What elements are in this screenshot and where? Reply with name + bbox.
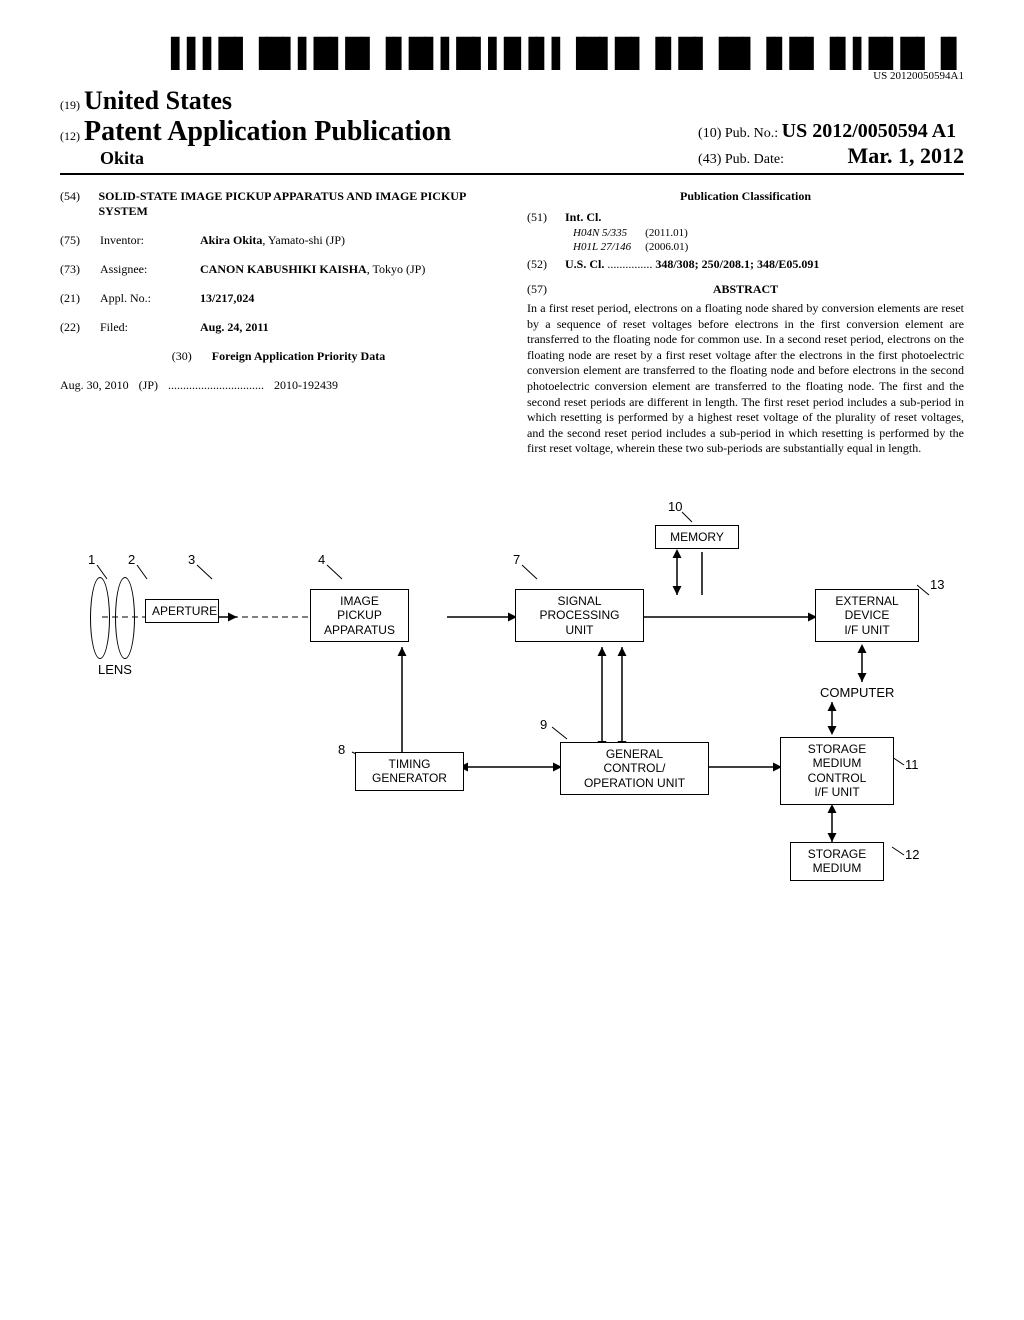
header: (19) United States (12) Patent Applicati… bbox=[60, 86, 964, 175]
inventor-row: (75) Inventor: Akira Okita, Yamato-shi (… bbox=[60, 233, 497, 248]
label-2: 2 bbox=[128, 552, 135, 567]
intcl-cls-0: H04N 5/335 bbox=[567, 227, 637, 239]
assignee-name: CANON KABUSHIKI KAISHA bbox=[200, 262, 367, 276]
aperture-box: APERTURE bbox=[145, 599, 219, 623]
country-prefix: (19) bbox=[60, 98, 80, 112]
assignee-loc: , Tokyo (JP) bbox=[367, 262, 426, 276]
bibliographic-data: (54) SOLID-STATE IMAGE PICKUP APPARATUS … bbox=[60, 189, 964, 457]
applno-row: (21) Appl. No.: 13/217,024 bbox=[60, 291, 497, 306]
pubno-label: Pub. No.: bbox=[725, 126, 778, 141]
ext-box: EXTERNAL DEVICE I/F UNIT bbox=[815, 589, 919, 642]
control-box: GENERAL CONTROL/ OPERATION UNIT bbox=[560, 742, 709, 795]
assignee-label: Assignee: bbox=[100, 262, 190, 277]
priority-num: 2010-192439 bbox=[274, 378, 338, 393]
barcode-graphic: ▌▌▌█▌▐█▌▌█▌█▌▐▌█▌▌█▌▌█▐▌▌▐█▌█▌▐▌█▌▐█▌▐▌█… bbox=[171, 40, 964, 68]
invention-title: SOLID-STATE IMAGE PICKUP APPARATUS AND I… bbox=[99, 189, 498, 219]
priority-heading-row: (30) Foreign Application Priority Data bbox=[60, 349, 497, 364]
memory-box: MEMORY bbox=[655, 525, 739, 549]
applno: 13/217,024 bbox=[200, 291, 254, 305]
label-10: 10 bbox=[668, 499, 682, 514]
title-code: (54) bbox=[60, 189, 89, 219]
computer-label: COMPUTER bbox=[820, 685, 894, 700]
label-7: 7 bbox=[513, 552, 520, 567]
pubdate-prefix: (43) bbox=[698, 152, 721, 167]
pubno-prefix: (10) bbox=[698, 126, 721, 141]
signal-box: SIGNAL PROCESSING UNIT bbox=[515, 589, 644, 642]
inventor-loc: , Yamato-shi (JP) bbox=[262, 233, 345, 247]
left-column: (54) SOLID-STATE IMAGE PICKUP APPARATUS … bbox=[60, 189, 497, 457]
inventor-label: Inventor: bbox=[100, 233, 190, 248]
intcl-date-0: (2011.01) bbox=[639, 227, 694, 239]
applno-code: (21) bbox=[60, 291, 90, 306]
abstract-label: ABSTRACT bbox=[713, 282, 778, 297]
pubdate: Mar. 1, 2012 bbox=[847, 143, 964, 168]
lens-label: LENS bbox=[98, 662, 132, 677]
header-right: (10) Pub. No.: US 2012/0050594 A1 (43) P… bbox=[698, 120, 964, 169]
lens-element-2 bbox=[115, 577, 135, 659]
filed-code: (22) bbox=[60, 320, 90, 335]
abstract-text: In a first reset period, electrons on a … bbox=[527, 301, 964, 457]
uscl-dots: ............... bbox=[607, 257, 652, 271]
intcl-row: (51) Int. Cl. H04N 5/335 (2011.01) H01L … bbox=[527, 210, 964, 255]
priority-dots: ................................ bbox=[168, 378, 264, 393]
label-4: 4 bbox=[318, 552, 325, 567]
country: United States bbox=[84, 86, 232, 115]
pub-type-prefix: (12) bbox=[60, 129, 80, 143]
intcl-row-0: H04N 5/335 (2011.01) bbox=[567, 227, 694, 239]
assignee-code: (73) bbox=[60, 262, 90, 277]
intcl-code: (51) bbox=[527, 210, 557, 255]
priority-data-row: Aug. 30, 2010 (JP) .....................… bbox=[60, 378, 497, 393]
inventor-code: (75) bbox=[60, 233, 90, 248]
filed-label: Filed: bbox=[100, 320, 190, 335]
classification-heading: Publication Classification bbox=[527, 189, 964, 204]
storagectl-box: STORAGE MEDIUM CONTROL I/F UNIT bbox=[780, 737, 894, 805]
assignee-row: (73) Assignee: CANON KABUSHIKI KAISHA, T… bbox=[60, 262, 497, 277]
priority-date: Aug. 30, 2010 bbox=[60, 378, 129, 393]
applicant-name: Okita bbox=[60, 148, 451, 169]
intcl-label: Int. Cl. bbox=[565, 210, 696, 225]
inventor-name: Akira Okita bbox=[200, 233, 262, 247]
uscl-values: 348/308; 250/208.1; 348/E05.091 bbox=[655, 257, 819, 271]
uscl-label: U.S. Cl. bbox=[565, 257, 604, 271]
lens-element-1 bbox=[90, 577, 110, 659]
block-diagram: LENS APERTURE IMAGE PICKUP APPARATUS SIG… bbox=[60, 507, 964, 907]
label-11: 11 bbox=[905, 757, 919, 772]
label-1: 1 bbox=[88, 552, 95, 567]
intcl-table: H04N 5/335 (2011.01) H01L 27/146 (2006.0… bbox=[565, 225, 696, 255]
uscl-row: (52) U.S. Cl. ............... 348/308; 2… bbox=[527, 257, 964, 272]
priority-heading: Foreign Application Priority Data bbox=[212, 349, 385, 364]
title-row: (54) SOLID-STATE IMAGE PICKUP APPARATUS … bbox=[60, 189, 497, 219]
label-13: 13 bbox=[930, 577, 944, 592]
label-8: 8 bbox=[338, 742, 345, 757]
abstract-heading-row: (57) ABSTRACT bbox=[527, 278, 964, 301]
pub-type: Patent Application Publication bbox=[84, 116, 451, 147]
intcl-cls-1: H01L 27/146 bbox=[567, 241, 637, 253]
label-3: 3 bbox=[188, 552, 195, 567]
filed-row: (22) Filed: Aug. 24, 2011 bbox=[60, 320, 497, 335]
intcl-row-1: H01L 27/146 (2006.01) bbox=[567, 241, 694, 253]
abstract-code: (57) bbox=[527, 282, 557, 297]
barcode-number: US 20120050594A1 bbox=[60, 70, 964, 82]
applno-label: Appl. No.: bbox=[100, 291, 190, 306]
barcode-area: ▌▌▌█▌▐█▌▌█▌█▌▐▌█▌▌█▌▌█▐▌▌▐█▌█▌▐▌█▌▐█▌▐▌█… bbox=[60, 40, 964, 82]
pubdate-label: Pub. Date: bbox=[725, 152, 784, 167]
timing-box: TIMING GENERATOR bbox=[355, 752, 464, 791]
filed-date: Aug. 24, 2011 bbox=[200, 320, 269, 334]
header-left: (19) United States (12) Patent Applicati… bbox=[60, 86, 451, 169]
intcl-date-1: (2006.01) bbox=[639, 241, 694, 253]
right-column: Publication Classification (51) Int. Cl.… bbox=[527, 189, 964, 457]
uscl-code: (52) bbox=[527, 257, 557, 272]
pickup-box: IMAGE PICKUP APPARATUS bbox=[310, 589, 409, 642]
pubno: US 2012/0050594 A1 bbox=[782, 120, 956, 142]
label-9: 9 bbox=[540, 717, 547, 732]
priority-country: (JP) bbox=[139, 378, 158, 393]
label-12: 12 bbox=[905, 847, 919, 862]
stormed-box: STORAGE MEDIUM bbox=[790, 842, 884, 881]
priority-code: (30) bbox=[172, 349, 202, 364]
